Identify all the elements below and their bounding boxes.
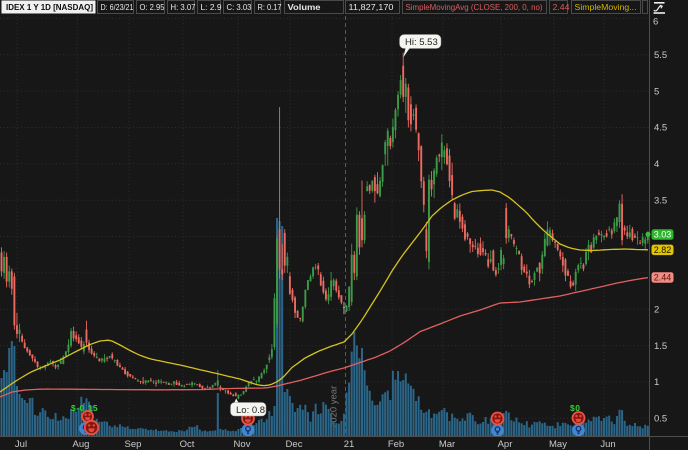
svg-text:$0: $0 (570, 403, 580, 413)
svg-text:4: 4 (654, 159, 659, 170)
svg-text:3.5: 3.5 (654, 195, 667, 206)
svg-text:H: 3.07: H: 3.07 (171, 2, 196, 12)
svg-text:2.44: 2.44 (553, 2, 570, 12)
svg-text:R: 0.17: R: 0.17 (258, 2, 282, 12)
svg-text:1.5: 1.5 (654, 341, 667, 352)
svg-text:O: 2.95: O: 2.95 (140, 2, 165, 12)
svg-text:6: 6 (653, 17, 658, 28)
svg-text:Dec: Dec (286, 439, 303, 450)
svg-text:2020 year: 2020 year (329, 386, 340, 428)
svg-text:Feb: Feb (388, 439, 404, 450)
svg-text:Hi: 5.53: Hi: 5.53 (405, 37, 438, 48)
svg-text:4.5: 4.5 (654, 123, 667, 134)
svg-text:Nov: Nov (234, 439, 251, 450)
svg-text:11,827,170: 11,827,170 (349, 2, 394, 12)
svg-text:Lo: 0.8: Lo: 0.8 (236, 405, 265, 416)
svg-text:1: 1 (654, 377, 659, 388)
svg-text:SimpleMovingAvg (CLOSE, 200, 0: SimpleMovingAvg (CLOSE, 200, 0, no) (406, 2, 543, 12)
svg-text:Oct: Oct (180, 439, 195, 450)
svg-text:0.5: 0.5 (654, 413, 667, 424)
svg-text:$-0.15: $-0.15 (71, 403, 98, 413)
svg-text:Jun: Jun (600, 439, 615, 450)
svg-text:5.5: 5.5 (654, 50, 667, 61)
svg-text:C: 3.03: C: 3.03 (227, 2, 252, 12)
svg-text:3.03: 3.03 (654, 230, 672, 240)
svg-text:Volume: Volume (288, 2, 321, 12)
svg-text:May: May (549, 439, 567, 450)
svg-text:Aug: Aug (73, 439, 90, 450)
svg-text:5: 5 (654, 86, 659, 97)
svg-text:Apr: Apr (498, 439, 513, 450)
svg-text:21: 21 (344, 439, 355, 450)
svg-text:Mar: Mar (439, 439, 455, 450)
svg-text:Sep: Sep (125, 439, 142, 450)
svg-text:IDEX 1 Y 1D [NASDAQ]: IDEX 1 Y 1D [NASDAQ] (6, 2, 93, 12)
svg-text:2.82: 2.82 (654, 245, 672, 255)
svg-text:2.44: 2.44 (654, 273, 672, 283)
svg-text:Jul: Jul (15, 439, 27, 450)
svg-text:2: 2 (654, 304, 659, 315)
svg-text:D: 6/23/21: D: 6/23/21 (101, 2, 134, 12)
svg-text:SimpleMoving...: SimpleMoving... (575, 2, 637, 12)
svg-text:L: 2.9: L: 2.9 (201, 2, 222, 12)
